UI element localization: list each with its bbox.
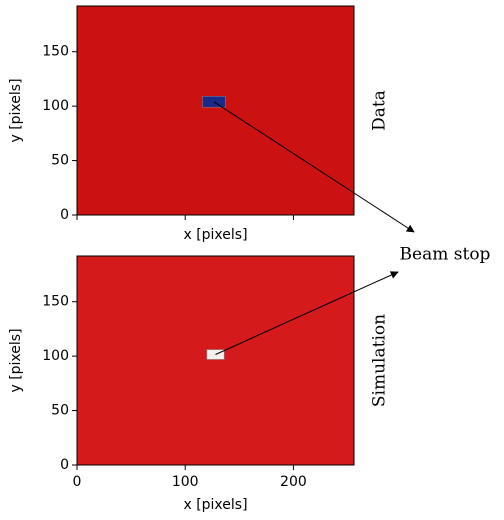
side-label: Data: [370, 90, 390, 131]
frame: [76, 255, 355, 466]
y-tick-label: 50: [51, 403, 69, 419]
heatmap-image: [77, 6, 354, 215]
y-tick-label: 150: [42, 44, 69, 60]
y-axis-label: y [pixels]: [8, 78, 24, 142]
x-tick-label: 100: [172, 474, 199, 490]
x-tick-label: 0: [73, 474, 82, 490]
x-tick-label: 200: [280, 474, 307, 490]
side-label: Simulation: [370, 314, 390, 407]
annotation-arrow: [213, 101, 415, 233]
y-tick-label: 0: [60, 457, 69, 473]
heatmap-image: [77, 256, 354, 465]
annotation-arrow: [215, 271, 399, 355]
y-tick-label: 100: [42, 98, 69, 114]
y-tick-label: 50: [51, 153, 69, 169]
x-axis-label: x [pixels]: [183, 227, 247, 243]
frame: [76, 5, 355, 216]
y-axis-label: y [pixels]: [8, 328, 24, 392]
x-axis-label: x [pixels]: [183, 497, 247, 513]
y-tick-label: 100: [42, 348, 69, 364]
y-tick-label: 0: [60, 207, 69, 223]
y-tick-label: 150: [42, 294, 69, 310]
annotation: Beam stop: [400, 245, 491, 265]
